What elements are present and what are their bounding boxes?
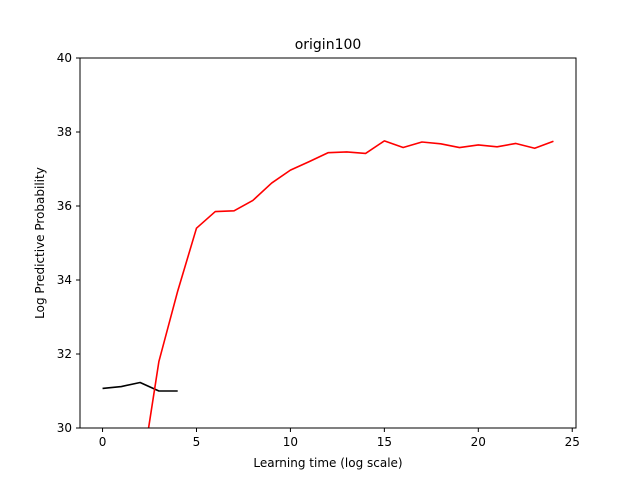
x-axis-label: Learning time (log scale) — [253, 456, 402, 470]
series-line-1 — [102, 381, 178, 392]
x-axis: 0 5 10 15 20 25 — [99, 428, 580, 449]
y-tick-label: 32 — [57, 347, 72, 361]
y-tick-label: 36 — [57, 199, 72, 213]
series-layer — [102, 140, 554, 428]
x-tick-label: 20 — [471, 435, 486, 449]
plot-frame — [79, 57, 577, 429]
series-line-2 — [147, 140, 554, 428]
y-axis: 30 32 34 36 38 40 — [57, 51, 80, 435]
y-tick-label: 34 — [57, 273, 72, 287]
x-tick-label: 15 — [377, 435, 392, 449]
y-tick-label: 38 — [57, 125, 72, 139]
y-axis-label: Log Predictive Probability — [33, 167, 47, 319]
y-tick-label: 30 — [57, 421, 72, 435]
x-tick-label: 0 — [99, 435, 107, 449]
x-tick-label: 25 — [565, 435, 580, 449]
x-tick-label: 10 — [283, 435, 298, 449]
chart-title: origin100 — [295, 37, 362, 53]
x-tick-label: 5 — [193, 435, 201, 449]
y-tick-label: 40 — [57, 51, 72, 65]
